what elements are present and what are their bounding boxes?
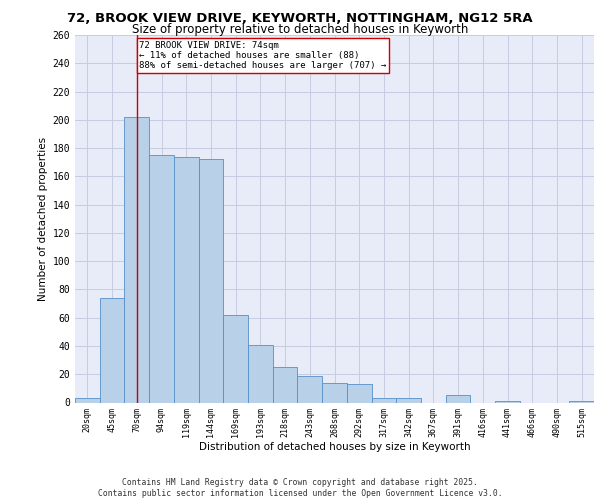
Bar: [371, 398, 396, 402]
Y-axis label: Number of detached properties: Number of detached properties: [38, 136, 49, 301]
Text: Contains HM Land Registry data © Crown copyright and database right 2025.
Contai: Contains HM Land Registry data © Crown c…: [98, 478, 502, 498]
Bar: [248, 344, 273, 403]
Bar: [174, 156, 199, 402]
Text: Size of property relative to detached houses in Keyworth: Size of property relative to detached ho…: [132, 22, 468, 36]
Bar: [322, 382, 347, 402]
Bar: [100, 298, 124, 403]
Bar: [347, 384, 371, 402]
Bar: [273, 367, 298, 402]
Bar: [149, 155, 174, 402]
Bar: [298, 376, 322, 402]
Text: 72, BROOK VIEW DRIVE, KEYWORTH, NOTTINGHAM, NG12 5RA: 72, BROOK VIEW DRIVE, KEYWORTH, NOTTINGH…: [67, 12, 533, 26]
X-axis label: Distribution of detached houses by size in Keyworth: Distribution of detached houses by size …: [199, 442, 470, 452]
Bar: [199, 160, 223, 402]
Bar: [396, 398, 421, 402]
Bar: [75, 398, 100, 402]
Text: 72 BROOK VIEW DRIVE: 74sqm
← 11% of detached houses are smaller (88)
88% of semi: 72 BROOK VIEW DRIVE: 74sqm ← 11% of deta…: [139, 40, 386, 70]
Bar: [569, 401, 594, 402]
Bar: [446, 396, 470, 402]
Bar: [495, 401, 520, 402]
Bar: [223, 315, 248, 402]
Bar: [124, 117, 149, 403]
